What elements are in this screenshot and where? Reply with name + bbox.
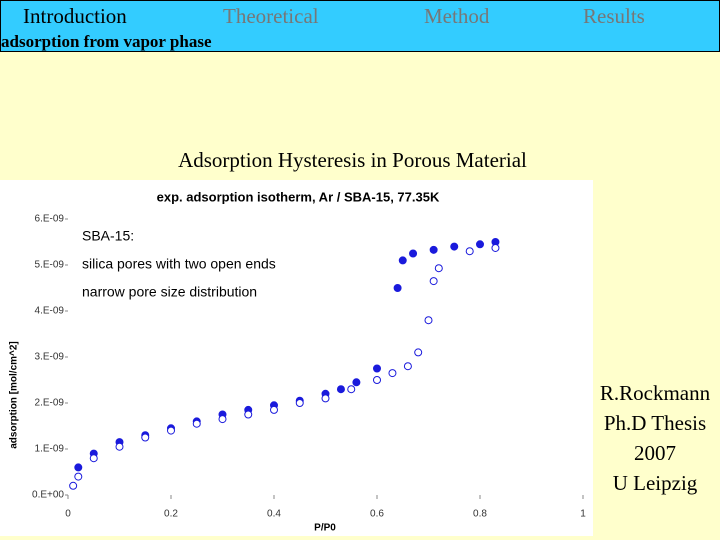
y-tick-label: 4.E-09	[35, 306, 65, 317]
nav-item[interactable]: Results	[583, 4, 645, 28]
credit: R.Rockmann Ph.D Thesis 2007 U Leipzig	[595, 378, 715, 498]
x-tick-label: 1	[580, 509, 586, 520]
nav-item[interactable]: Theoretical	[223, 4, 319, 28]
point	[434, 264, 443, 273]
point	[424, 316, 433, 325]
y-tick-label: 1.E-09	[35, 444, 65, 455]
credit-line: 2007	[634, 441, 676, 465]
point	[388, 369, 397, 378]
point	[429, 277, 438, 286]
x-tick-label: 0.8	[473, 509, 487, 520]
point	[270, 405, 278, 414]
y-tick-label: 6.E-09	[35, 214, 65, 225]
credit-line: U Leipzig	[612, 471, 698, 495]
x-axis-label: P/P0	[314, 523, 336, 534]
point	[393, 284, 402, 292]
point	[398, 256, 407, 265]
point	[115, 442, 124, 451]
point	[373, 364, 381, 373]
point	[414, 348, 423, 357]
point	[373, 376, 381, 384]
point	[74, 472, 83, 481]
point	[218, 415, 227, 424]
heading: Adsorption Hysteresis in Porous Material	[178, 148, 527, 172]
point	[491, 243, 500, 252]
x-tick-label: 0.2	[164, 509, 178, 520]
point	[429, 245, 438, 254]
point	[295, 399, 304, 407]
annotation: narrow pore size distribution	[82, 284, 257, 300]
point	[352, 378, 361, 387]
subtitle: adsorption from vapor phase	[1, 32, 212, 51]
point	[403, 362, 412, 371]
point	[465, 247, 474, 256]
nav-item[interactable]: Method	[424, 4, 490, 28]
credit-line: R.Rockmann	[599, 381, 711, 405]
chart-title: exp. adsorption isotherm, Ar / SBA-15, 7…	[157, 189, 440, 204]
point	[347, 385, 356, 394]
point	[89, 454, 98, 463]
x-tick-label: 0	[65, 509, 71, 520]
point	[192, 419, 201, 428]
annotation: SBA-15:	[82, 228, 134, 244]
point	[450, 242, 459, 251]
credit-line: Ph.D Thesis	[603, 411, 707, 435]
point	[476, 240, 484, 249]
point	[141, 433, 150, 442]
point	[167, 426, 175, 435]
y-tick-label: 5.E-09	[35, 260, 65, 271]
point	[244, 410, 253, 419]
y-axis-label: adsorption [mol/cm^2]	[9, 341, 20, 449]
x-tick-label: 0.6	[370, 509, 384, 520]
annotation: silica pores with two open ends	[82, 256, 276, 272]
y-tick-label: 2.E-09	[35, 398, 65, 409]
point	[409, 249, 418, 258]
header: Introduction Theoretical Method Results …	[0, 0, 720, 52]
point	[336, 385, 345, 394]
x-tick-label: 0.4	[267, 509, 281, 520]
point	[74, 463, 83, 472]
nav-item[interactable]: Introduction	[23, 4, 127, 28]
chart: exp. adsorption isotherm, Ar / SBA-15, 7…	[0, 180, 593, 536]
point	[69, 481, 78, 490]
y-tick-label: 0.E+00	[32, 490, 64, 501]
point	[321, 394, 330, 403]
y-tick-label: 3.E-09	[35, 352, 65, 363]
